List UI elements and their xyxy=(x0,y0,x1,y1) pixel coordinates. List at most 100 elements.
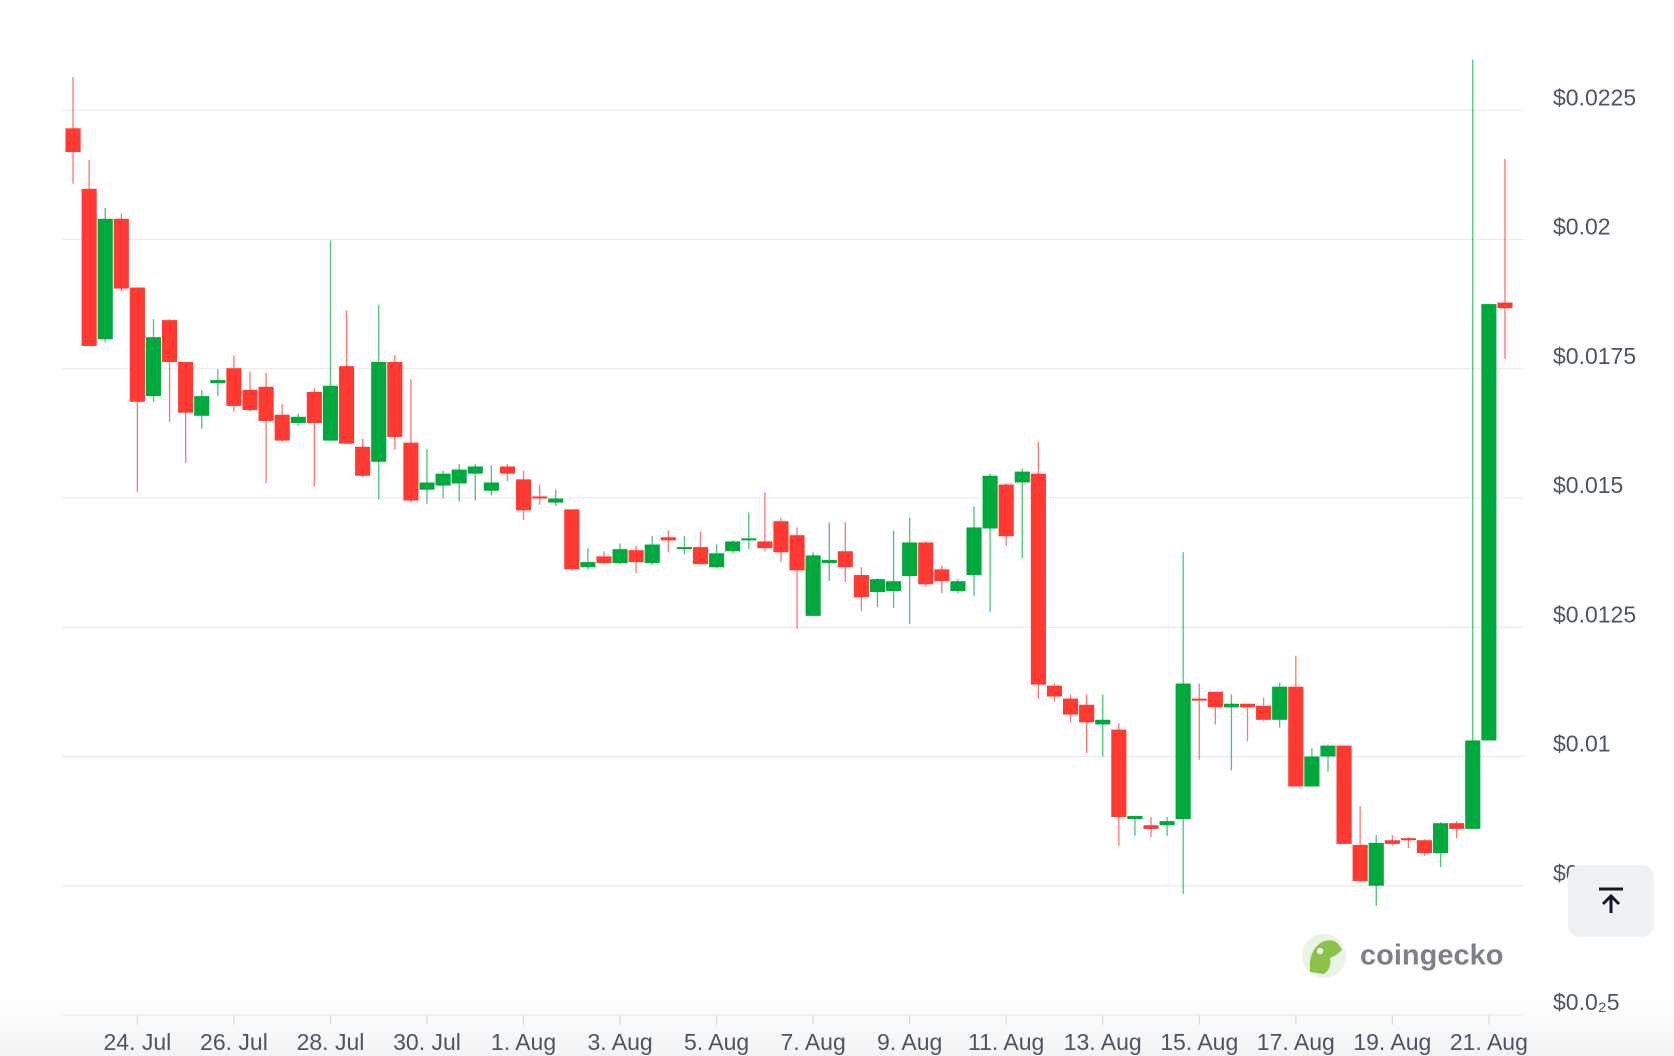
candle-body xyxy=(1127,815,1143,820)
candle-body xyxy=(1352,844,1368,882)
x-tick-label: 15. Aug xyxy=(1160,1029,1238,1055)
candle-body xyxy=(934,569,950,582)
candle-body xyxy=(355,446,371,476)
candle-body xyxy=(1111,729,1127,817)
candle-body xyxy=(483,482,499,491)
x-tick-label: 26. Jul xyxy=(200,1029,268,1055)
candle-body xyxy=(660,537,676,541)
candle-body xyxy=(1207,691,1223,708)
watermark-text: coingecko xyxy=(1360,940,1503,972)
candle-body xyxy=(950,581,966,592)
x-tick-label: 1. Aug xyxy=(491,1029,556,1055)
candle-body xyxy=(853,575,869,598)
candle-body xyxy=(258,386,274,421)
candle-body xyxy=(644,544,660,564)
candle-body xyxy=(998,484,1014,537)
x-tick-label: 13. Aug xyxy=(1064,1029,1142,1055)
candle-body xyxy=(338,366,355,444)
candle-body xyxy=(1465,740,1481,829)
candle-body xyxy=(499,466,516,474)
x-tick-label: 3. Aug xyxy=(587,1029,652,1055)
candle-body xyxy=(1143,825,1159,829)
candle-body xyxy=(515,479,532,511)
candle-body xyxy=(451,469,467,484)
candle-body xyxy=(869,579,886,593)
x-tick-label: 11. Aug xyxy=(968,1029,1044,1055)
candle-body xyxy=(1239,703,1256,708)
candle-layer xyxy=(65,59,1513,906)
candle-body xyxy=(596,556,612,564)
candle-body xyxy=(1223,703,1240,708)
x-tick-label: 28. Jul xyxy=(297,1029,365,1055)
candle-body xyxy=(564,509,580,570)
candle-body xyxy=(226,368,242,406)
candle-body xyxy=(1481,304,1497,741)
candle-body xyxy=(789,535,805,571)
candle-body xyxy=(1336,745,1352,844)
scroll-top-button[interactable] xyxy=(1568,865,1654,937)
y-tick-label: $0.02 xyxy=(1553,214,1611,240)
watermark: coingecko xyxy=(1302,934,1503,978)
candle-body xyxy=(741,538,757,541)
candle-body xyxy=(162,320,178,363)
candle-body xyxy=(1272,686,1288,720)
footer-fade xyxy=(0,1000,1674,1056)
candle-body xyxy=(966,527,982,576)
candle-body xyxy=(886,581,902,592)
candle-body xyxy=(1095,719,1111,725)
candle-body xyxy=(210,380,226,384)
logo-gecko xyxy=(1309,940,1342,974)
y-tick-label: $0.015 xyxy=(1553,472,1623,498)
candle-body xyxy=(1030,473,1046,685)
candle-body xyxy=(1416,840,1433,854)
x-tick-label: 30. Jul xyxy=(393,1029,461,1055)
candle-body xyxy=(709,553,725,568)
candle-body xyxy=(837,551,853,568)
x-tick-label: 21. Aug xyxy=(1450,1029,1528,1055)
y-tick-label: $0.0225 xyxy=(1553,84,1636,110)
candle-body xyxy=(1304,756,1320,787)
candle-body xyxy=(1062,698,1079,715)
candle-body xyxy=(1433,823,1449,854)
candle-body xyxy=(194,396,210,416)
candle-body xyxy=(129,287,145,402)
candle-body xyxy=(113,218,129,289)
candle-body xyxy=(387,362,403,437)
candle-body xyxy=(548,498,564,503)
candle-body xyxy=(467,466,483,474)
candle-body xyxy=(65,128,81,153)
candle-body xyxy=(1191,698,1207,701)
candle-body xyxy=(628,550,644,563)
y-tick-label: $0.0₂5 xyxy=(1553,989,1619,1015)
candle-body xyxy=(81,188,97,346)
candle-body xyxy=(1497,302,1513,309)
candle-body xyxy=(1320,745,1336,757)
candle-body xyxy=(403,442,419,501)
candle-body xyxy=(1046,685,1063,697)
candle-body xyxy=(725,541,741,552)
candle-body xyxy=(1014,471,1030,483)
candle-body xyxy=(1449,823,1465,829)
y-tick-label: $0.0125 xyxy=(1553,601,1636,627)
candle-body xyxy=(306,391,322,424)
y-tick-label: $0.01 xyxy=(1553,731,1611,757)
candle-body xyxy=(821,560,837,564)
x-tick-label: 17. Aug xyxy=(1257,1029,1335,1055)
x-tick-label: 24. Jul xyxy=(104,1029,172,1055)
candle-body xyxy=(757,541,773,549)
candle-body xyxy=(419,482,435,490)
candle-body xyxy=(178,362,194,413)
candle-body xyxy=(1288,686,1304,787)
candle-body xyxy=(805,555,821,616)
candle-body xyxy=(1384,840,1400,844)
candle-body xyxy=(371,362,387,462)
candle-body xyxy=(274,414,290,441)
x-tick-label: 9. Aug xyxy=(877,1029,942,1055)
x-tick-label: 7. Aug xyxy=(781,1029,846,1055)
candle-body xyxy=(612,549,628,564)
candle-body xyxy=(322,385,339,441)
candle-body xyxy=(580,562,596,568)
candle-body xyxy=(773,521,789,553)
